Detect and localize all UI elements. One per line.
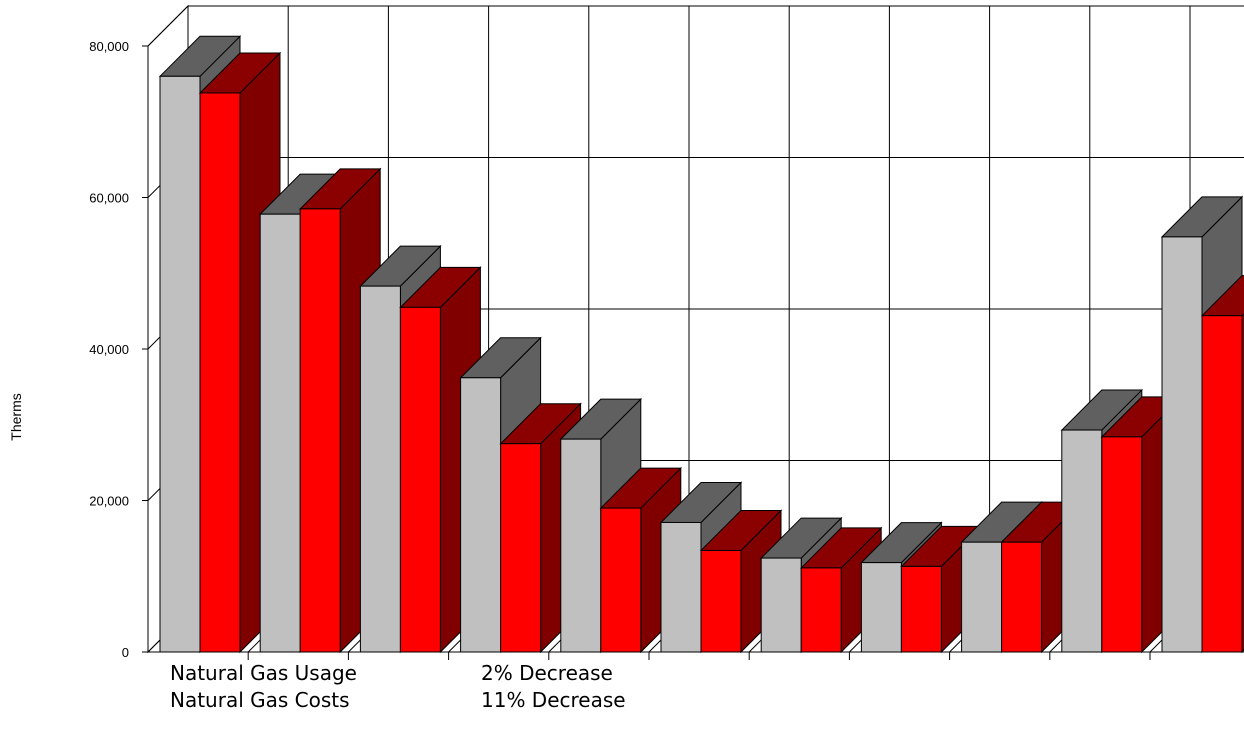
- bar-front: [1201, 315, 1243, 653]
- bar-front: [399, 306, 441, 653]
- y-tick-labels: 0 20,000 40,000 60,000 80,000: [89, 39, 129, 660]
- bar-front: [159, 75, 201, 653]
- bar-front: [199, 92, 241, 653]
- bar-front: [359, 285, 401, 653]
- y-tick-label: 40,000: [89, 342, 129, 357]
- summary-notes: Natural Gas Usage 2% Decrease Natural Ga…: [170, 660, 626, 714]
- y-tick-label: 20,000: [89, 494, 129, 509]
- chart-bars: [158, 35, 1244, 654]
- gridline-side: [147, 5, 189, 47]
- bar-front: [500, 443, 542, 653]
- y-axis-label: Therms: [8, 393, 24, 440]
- note-row-costs: Natural Gas Costs 11% Decrease: [170, 687, 626, 714]
- bar-front: [1061, 429, 1103, 653]
- note-label-costs: Natural Gas Costs: [170, 688, 350, 712]
- bar-front: [1001, 541, 1043, 653]
- bar-front: [900, 565, 942, 653]
- natural-gas-chart: 0 20,000 40,000 60,000 80,000 Therms: [8, 4, 1244, 660]
- bar-front: [460, 377, 502, 653]
- bar-front: [760, 557, 802, 653]
- bar-front: [800, 567, 842, 653]
- bar-front: [259, 213, 301, 653]
- note-value-costs: 11% Decrease: [481, 688, 626, 712]
- note-row-usage: Natural Gas Usage 2% Decrease: [170, 660, 626, 687]
- bar-front: [1161, 236, 1203, 653]
- bar-front: [961, 541, 1003, 653]
- note-label-usage: Natural Gas Usage: [170, 661, 357, 685]
- bar-front: [660, 521, 702, 653]
- y-tick-label: 60,000: [89, 191, 129, 206]
- bar-front: [700, 549, 742, 653]
- bar-front: [860, 562, 902, 653]
- bar-cost: [1200, 275, 1244, 654]
- bar-front: [600, 507, 642, 653]
- note-value-usage: 2% Decrease: [481, 661, 613, 685]
- bar-front: [1101, 436, 1143, 653]
- bar-front: [299, 208, 341, 653]
- y-tick-label: 0: [122, 645, 129, 660]
- y-tick-label: 80,000: [89, 39, 129, 54]
- bar-front: [560, 438, 602, 653]
